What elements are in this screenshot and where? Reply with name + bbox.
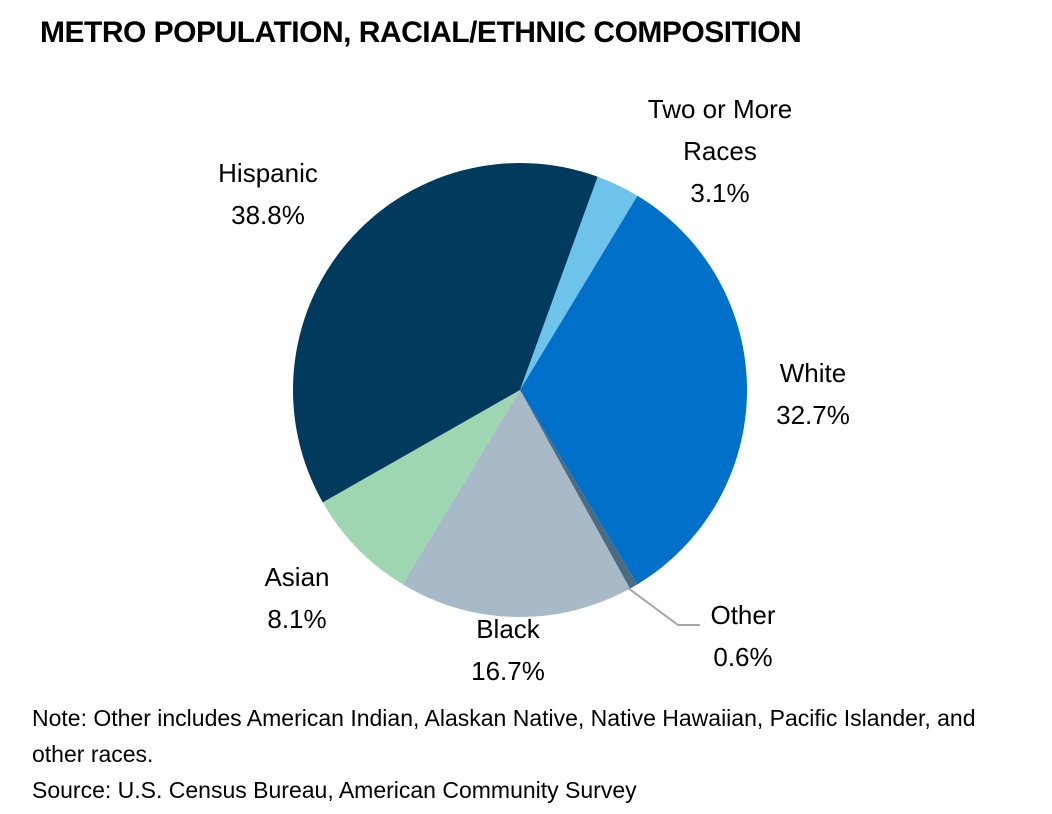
value-label: 32.7% — [776, 400, 850, 430]
pie-slice — [520, 390, 638, 589]
value-label: 8.1% — [267, 604, 327, 634]
data-label: White 32.7% — [743, 352, 883, 436]
source: Source: U.S. Census Bureau, American Com… — [32, 777, 637, 803]
value-label: 16.7% — [471, 656, 545, 686]
chart-title: METRO POPULATION, RACIAL/ETHNIC COMPOSIT… — [40, 16, 802, 49]
leader-line — [627, 587, 700, 626]
note: Note: Other includes American Indian, Al… — [32, 705, 976, 767]
value-label: 0.6% — [713, 642, 773, 672]
category-label: Hispanic — [218, 158, 318, 188]
category-label: Asian — [264, 562, 330, 592]
category-label: Two or More Races — [647, 94, 793, 166]
pie-slice — [292, 162, 598, 503]
data-label: Two or More Races 3.1% — [625, 88, 815, 214]
pie-slice — [520, 195, 747, 585]
data-label: Hispanic 38.8% — [198, 152, 338, 236]
value-label: 38.8% — [231, 200, 305, 230]
pie-slice — [322, 390, 520, 585]
notes: Note: Other includes American Indian, Al… — [32, 700, 1022, 808]
value-label: 3.1% — [690, 178, 750, 208]
category-label: White — [779, 358, 847, 388]
category-label: Black — [476, 614, 540, 644]
pie-slice — [520, 176, 638, 390]
pie-slice — [402, 390, 630, 617]
data-label: Asian 8.1% — [237, 556, 357, 640]
category-label: Other — [710, 600, 776, 630]
data-label: Other 0.6% — [683, 594, 803, 678]
data-label: Black 16.7% — [448, 608, 568, 692]
